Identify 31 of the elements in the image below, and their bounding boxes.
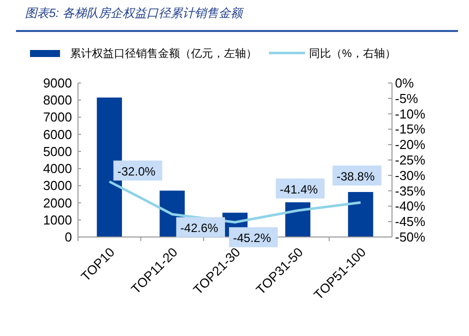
data-label: -32.0% bbox=[117, 164, 156, 179]
y-tick-label: 5000 bbox=[43, 144, 72, 159]
y2-tick-label: -15% bbox=[395, 122, 426, 137]
chart-title: 图表5: 各梯队房企权益口径累计销售金额 bbox=[25, 6, 244, 20]
y-tick-label: 9000 bbox=[43, 76, 72, 90]
data-label: -45.2% bbox=[233, 231, 272, 246]
y-tick-label: 7000 bbox=[43, 110, 72, 125]
y2-tick-label: -45% bbox=[395, 214, 426, 230]
bar bbox=[348, 192, 374, 237]
y-tick-label: 0 bbox=[64, 230, 72, 244]
y2-tick-label: -35% bbox=[395, 183, 426, 198]
y-tick-label: 1000 bbox=[43, 212, 72, 228]
y2-tick-label: -50% bbox=[395, 230, 426, 244]
y2-tick-label: -40% bbox=[395, 198, 426, 214]
y2-tick-label: -25% bbox=[395, 152, 426, 168]
y2-tick-label: -10% bbox=[395, 106, 426, 122]
data-label: -42.6% bbox=[180, 221, 219, 236]
y2-tick-label: -20% bbox=[395, 137, 426, 152]
data-label: -38.8% bbox=[336, 170, 375, 184]
y-tick-label: 2000 bbox=[43, 195, 72, 210]
legend-label: 累计权益口径销售金额（亿元，左轴） bbox=[70, 47, 257, 60]
data-label: -41.4% bbox=[280, 182, 318, 197]
y2-tick-label: -30% bbox=[395, 168, 426, 183]
y-tick-label: 6000 bbox=[43, 126, 72, 142]
y-tick-label: 8000 bbox=[43, 92, 72, 108]
bar bbox=[285, 202, 310, 237]
legend-label: 同比（%，右轴） bbox=[309, 47, 396, 60]
y-tick-label: 4000 bbox=[43, 161, 72, 176]
y-tick-label: 3000 bbox=[43, 178, 72, 194]
y2-tick-label: -5% bbox=[395, 90, 419, 106]
y2-tick-label: 0% bbox=[395, 76, 414, 90]
